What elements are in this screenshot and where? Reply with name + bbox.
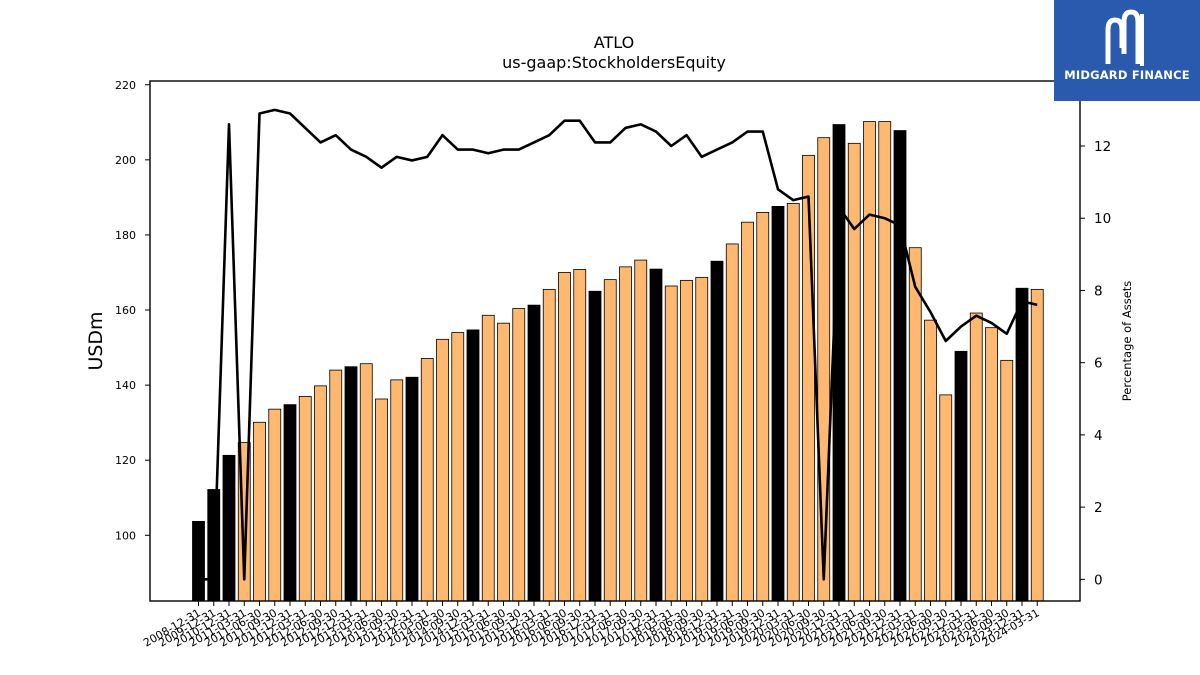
bar-2014-06-30 xyxy=(436,338,449,602)
bar-2012-09-30 xyxy=(329,369,343,602)
bar-2014-12-31 xyxy=(466,329,480,602)
bar-2016-09-30 xyxy=(573,269,587,602)
bars-layer xyxy=(192,121,1044,602)
brand-name: MIDGARD FINANCE xyxy=(1064,68,1190,82)
y-tick-label: 140 xyxy=(115,379,136,392)
bar-2012-06-30 xyxy=(314,385,327,602)
y-tick-label: 220 xyxy=(115,79,136,92)
brand-logo: MIDGARD FINANCE xyxy=(1054,0,1200,101)
bar-2010-12-31 xyxy=(222,454,236,602)
bar-2017-06-30 xyxy=(619,266,632,602)
bar-2021-06-30 xyxy=(863,121,876,602)
bar-2013-03-31 xyxy=(359,363,373,602)
y2-tick-label: 12 xyxy=(1094,139,1111,155)
bar-2013-06-30 xyxy=(375,398,388,602)
bar-2021-12-31 xyxy=(893,130,907,602)
bar-2016-03-31 xyxy=(542,288,556,602)
bar-2016-06-30 xyxy=(558,272,571,602)
bar-2011-12-31 xyxy=(283,404,297,602)
bar-2012-03-31 xyxy=(298,395,312,602)
bar-2015-12-31 xyxy=(527,304,541,602)
line-layer xyxy=(198,108,1038,581)
y2-tick-label: 4 xyxy=(1094,428,1103,444)
bar-2023-06-30 xyxy=(985,327,998,602)
midgard-m-logo-icon xyxy=(1105,9,1144,66)
y-tick-label: 120 xyxy=(115,454,136,467)
bar-2018-03-31 xyxy=(664,285,678,602)
chart-subtitle: us-gaap:StockholdersEquity xyxy=(502,53,726,72)
bar-2018-09-30 xyxy=(695,276,709,602)
bar-2019-06-30 xyxy=(741,221,754,602)
chart-title: ATLO xyxy=(594,33,634,52)
y-tick-label: 100 xyxy=(115,529,136,542)
bar-2021-09-30 xyxy=(878,121,892,602)
bar-2019-12-31 xyxy=(771,206,785,602)
bar-2017-09-30 xyxy=(634,259,648,602)
y2-tick-label: 2 xyxy=(1094,500,1103,516)
y-tick-label: 200 xyxy=(115,154,136,167)
bar-2018-06-30 xyxy=(680,279,693,602)
bar-2016-12-31 xyxy=(588,290,602,602)
y2-axis-label: Percentage of Assets xyxy=(1120,281,1134,402)
bar-2013-09-30 xyxy=(390,379,404,602)
bar-2022-09-30 xyxy=(939,394,953,602)
bar-2014-03-31 xyxy=(420,358,434,602)
bar-2024-03-31 xyxy=(1030,288,1044,602)
bar-2017-12-31 xyxy=(649,268,663,602)
bar-2019-09-30 xyxy=(756,212,770,602)
y2-tick-label: 8 xyxy=(1094,283,1103,299)
y-tick-label: 160 xyxy=(115,304,136,317)
bar-2019-03-31 xyxy=(725,243,739,602)
y-axis-label: USDm xyxy=(85,311,107,370)
bar-2015-03-31 xyxy=(481,314,495,602)
axes-layer: 1001201401601802002200246810122008-12-31… xyxy=(115,79,1111,650)
bar-2022-03-31 xyxy=(908,247,922,602)
bar-2023-09-30 xyxy=(1000,359,1014,602)
bar-2011-06-30 xyxy=(253,421,266,602)
bar-2014-09-30 xyxy=(451,332,465,602)
bar-2022-06-30 xyxy=(924,319,937,602)
bar-2011-09-30 xyxy=(268,408,282,602)
y2-tick-label: 6 xyxy=(1094,356,1103,372)
bar-2012-12-31 xyxy=(344,366,358,602)
series-line xyxy=(198,108,1038,581)
bar-2008-12-31 xyxy=(192,521,205,602)
bar-2022-12-31 xyxy=(954,350,968,602)
bar-2020-09-30 xyxy=(817,137,831,602)
bar-2015-09-30 xyxy=(512,308,526,602)
bar-2013-12-31 xyxy=(405,376,419,602)
bar-2018-12-31 xyxy=(710,260,724,602)
bar-2020-03-31 xyxy=(786,202,800,602)
bar-2020-12-31 xyxy=(832,124,846,602)
y2-tick-label: 0 xyxy=(1094,572,1103,588)
bar-2015-06-30 xyxy=(497,322,510,602)
bar-2023-12-31 xyxy=(1015,287,1029,602)
bar-2017-03-31 xyxy=(603,279,617,602)
bar-2021-03-31 xyxy=(847,142,861,602)
y-tick-label: 180 xyxy=(115,229,136,242)
y2-tick-label: 10 xyxy=(1094,211,1111,227)
plot-frame xyxy=(149,80,1081,602)
bar-2023-03-31 xyxy=(969,312,983,602)
